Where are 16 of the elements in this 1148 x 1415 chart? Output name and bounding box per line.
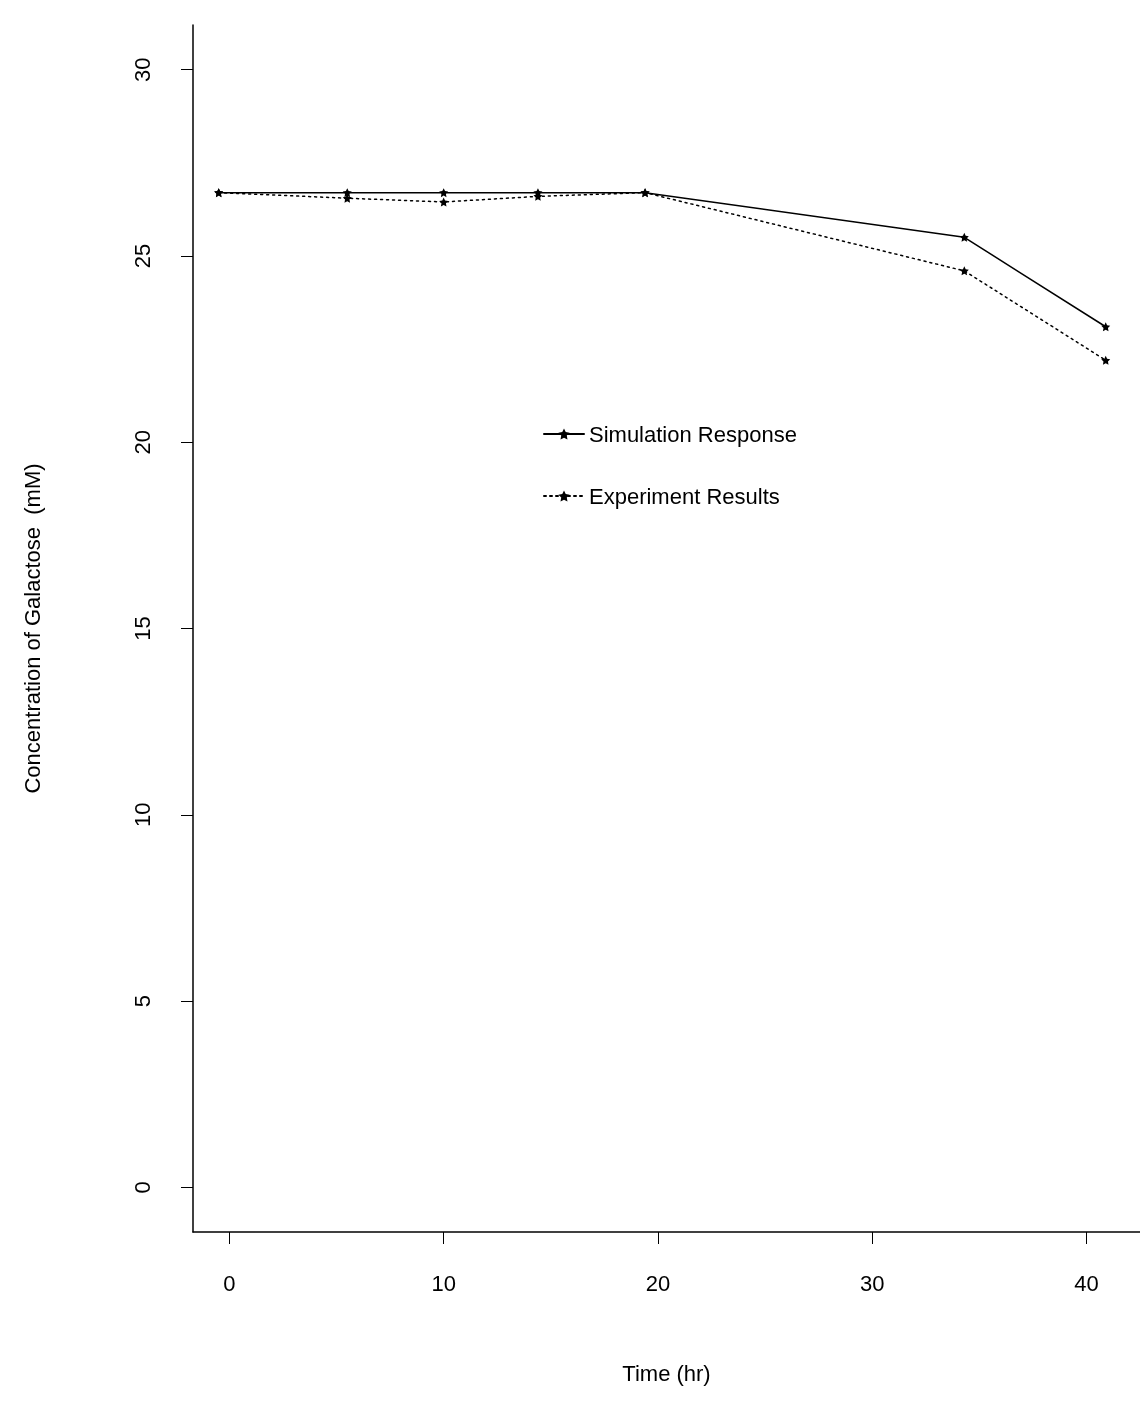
y-tick-label: 25: [129, 243, 155, 269]
y-tick-label: 0: [129, 1181, 155, 1194]
y-tick-label: 20: [129, 429, 155, 455]
x-tick-label: 10: [431, 1270, 456, 1296]
x-tick-label: 20: [645, 1270, 671, 1296]
y-tick-label: 30: [129, 57, 155, 82]
x-tick-label: 30: [859, 1270, 885, 1296]
legend-label: Experiment Results: [589, 483, 780, 509]
x-tick-label: 0: [223, 1270, 236, 1296]
legend-label: Simulation Response: [589, 421, 797, 447]
x-tick-label: 40: [1074, 1270, 1099, 1296]
x-axis-title: Time (hr): [622, 1360, 711, 1386]
y-axis-title: Concentration of Galactose (mM): [19, 463, 45, 794]
y-tick-label: 15: [129, 616, 155, 641]
y-tick-label: 5: [129, 994, 155, 1008]
y-tick-label: 10: [129, 802, 155, 828]
